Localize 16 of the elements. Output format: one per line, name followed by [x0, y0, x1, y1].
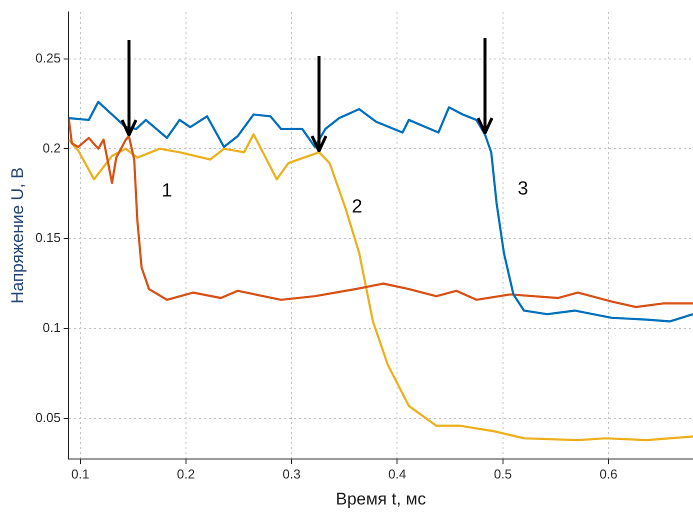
y-axis-title: Напряжение U, В — [8, 167, 27, 304]
y-tick-label: 0.25 — [35, 50, 61, 66]
x-tick-label: 0.5 — [494, 466, 512, 482]
y-tick-label: 0.2 — [42, 140, 61, 156]
x-tick-label: 0.2 — [176, 466, 195, 482]
annotation: 3 — [518, 178, 528, 200]
x-tick-label: 0.4 — [388, 466, 406, 482]
y-tick-label: 0.05 — [35, 410, 61, 426]
y-tick-label: 0.1 — [42, 320, 61, 336]
y-tick-label: 0.15 — [35, 230, 61, 246]
x-tick-label: 0.6 — [599, 466, 618, 482]
annotation: 2 — [352, 196, 362, 218]
x-tick-label: 0.3 — [282, 466, 301, 482]
annotation: 1 — [162, 180, 172, 202]
x-tick-label: 0.1 — [71, 466, 90, 482]
x-axis-title: Время t, мс — [336, 489, 426, 508]
